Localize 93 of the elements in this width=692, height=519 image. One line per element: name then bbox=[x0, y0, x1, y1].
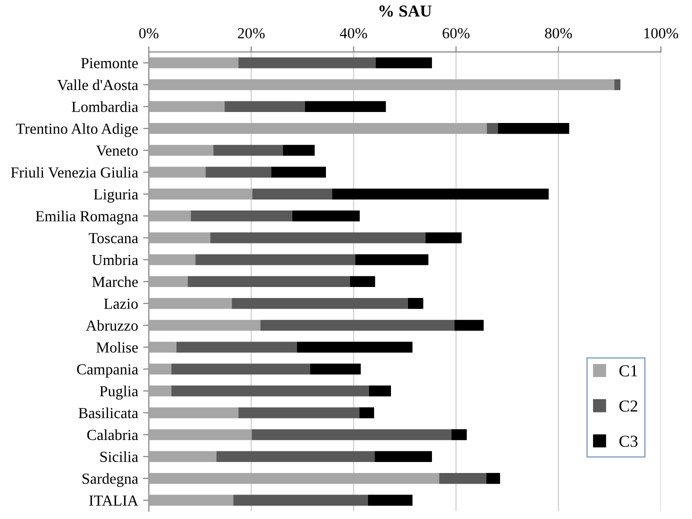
bar bbox=[425, 232, 462, 244]
bar bbox=[148, 385, 172, 396]
bar bbox=[148, 429, 252, 440]
bar bbox=[171, 385, 369, 396]
y-tick-label: Sardegna bbox=[82, 473, 138, 488]
x-axis-title: % SAU bbox=[379, 5, 432, 17]
bar bbox=[148, 57, 238, 68]
y-tick-label: Umbria bbox=[92, 254, 138, 266]
y-tick-label: Puglia bbox=[100, 386, 138, 400]
legend-label: C3 bbox=[619, 436, 638, 447]
bar bbox=[148, 166, 206, 178]
bar bbox=[271, 166, 326, 178]
y-tick-label: Abruzzo bbox=[86, 320, 138, 331]
x-tick-label: 20% bbox=[238, 28, 265, 38]
x-tick-label: 100% bbox=[644, 28, 678, 38]
bar bbox=[148, 364, 172, 375]
y-tick-label: Lazio bbox=[104, 298, 138, 309]
bar bbox=[148, 188, 252, 200]
bar bbox=[148, 79, 614, 90]
bar bbox=[148, 451, 216, 462]
y-tick-label: Lombardia bbox=[72, 101, 138, 112]
bar bbox=[310, 364, 361, 375]
y-tick-label: ITALIA bbox=[89, 495, 138, 506]
bar bbox=[252, 188, 332, 200]
bar bbox=[454, 320, 484, 331]
bar bbox=[451, 429, 467, 440]
bar bbox=[216, 451, 375, 462]
y-tick-label: Valle d'Aosta bbox=[57, 79, 138, 90]
bar bbox=[355, 254, 428, 266]
bar bbox=[188, 276, 350, 288]
y-tick-label: Marche bbox=[92, 276, 138, 288]
bar bbox=[148, 101, 225, 112]
bar bbox=[232, 298, 408, 309]
bar bbox=[233, 494, 368, 506]
bar bbox=[148, 342, 176, 353]
bar bbox=[148, 320, 260, 331]
bar bbox=[350, 276, 376, 288]
x-tick-label: 60% bbox=[442, 28, 470, 38]
x-tick-label: 0% bbox=[139, 28, 158, 38]
bar bbox=[359, 407, 374, 418]
y-tick-label: Friuli Venezia Giulia bbox=[10, 166, 138, 178]
bar bbox=[148, 210, 191, 222]
y-tick-label: Molise bbox=[96, 342, 138, 353]
bar bbox=[486, 472, 500, 484]
bar bbox=[148, 254, 196, 266]
bar bbox=[148, 472, 440, 484]
y-tick-label: Campania bbox=[77, 364, 138, 378]
bar bbox=[332, 188, 549, 200]
bar bbox=[296, 342, 412, 353]
y-tick-label: Sicilia bbox=[100, 451, 138, 462]
y-tick-label: Basilicata bbox=[78, 407, 138, 418]
bar bbox=[148, 232, 210, 244]
bar bbox=[260, 320, 454, 331]
bar bbox=[206, 166, 272, 178]
legend-label: C1 bbox=[619, 365, 638, 376]
bar bbox=[213, 144, 283, 156]
y-tick-label: Trentino Alto Adige bbox=[16, 123, 138, 138]
y-tick-label: Calabria bbox=[87, 429, 138, 440]
legend-label: C2 bbox=[619, 400, 638, 412]
y-tick-label: Veneto bbox=[96, 146, 138, 156]
bar bbox=[210, 232, 426, 244]
bar bbox=[252, 429, 452, 440]
bar bbox=[374, 451, 432, 462]
y-tick-label: Liguria bbox=[94, 189, 138, 203]
bar bbox=[238, 57, 376, 68]
bar bbox=[498, 122, 570, 134]
y-tick-label: Toscana bbox=[88, 233, 138, 244]
bar bbox=[148, 298, 232, 309]
bar bbox=[408, 298, 424, 309]
x-tick-label: 40% bbox=[340, 28, 368, 38]
bar bbox=[282, 144, 315, 156]
bar bbox=[368, 494, 412, 506]
bar bbox=[148, 407, 238, 418]
bar bbox=[148, 144, 214, 156]
x-tick-label: 80% bbox=[545, 28, 572, 38]
bar bbox=[292, 210, 360, 222]
bar bbox=[368, 385, 391, 396]
y-tick-label: Emilia Romagna bbox=[36, 210, 138, 225]
bar bbox=[176, 342, 297, 353]
y-tick-label: Piemonte bbox=[81, 58, 138, 68]
bar bbox=[224, 101, 305, 112]
bar bbox=[439, 472, 486, 484]
bar bbox=[238, 407, 360, 418]
bar bbox=[171, 364, 310, 375]
bar bbox=[148, 494, 234, 506]
bar bbox=[614, 79, 620, 90]
bar bbox=[376, 57, 432, 68]
bar bbox=[190, 210, 292, 222]
bar bbox=[486, 122, 498, 134]
bar bbox=[148, 276, 188, 288]
bar bbox=[148, 122, 487, 134]
bar bbox=[304, 101, 386, 112]
bar bbox=[195, 254, 356, 266]
